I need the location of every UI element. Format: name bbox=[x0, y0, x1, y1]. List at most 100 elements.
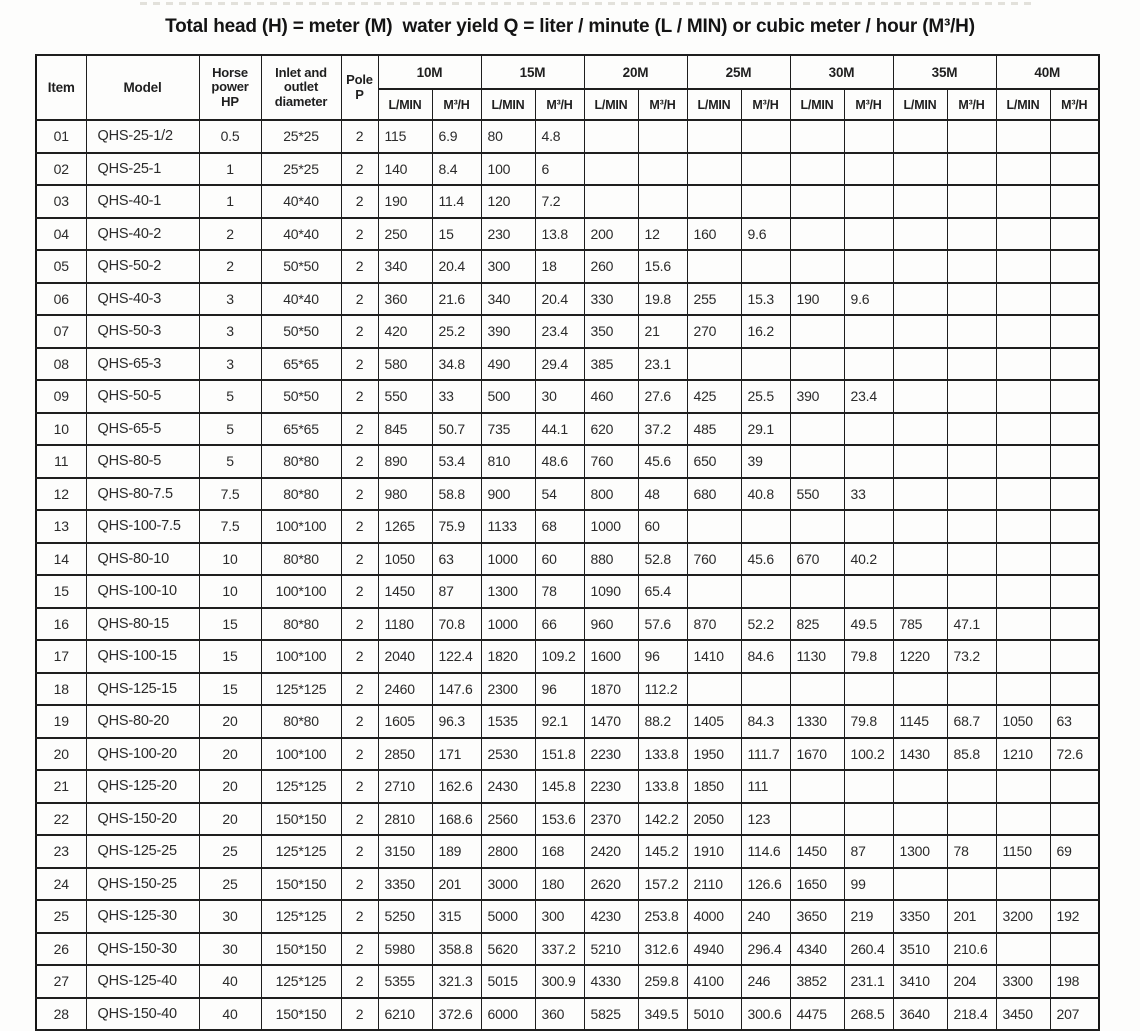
lmin-cell bbox=[686, 574, 742, 609]
m3h-cell: 57.6 bbox=[637, 606, 688, 641]
item-cell: 11 bbox=[35, 444, 87, 479]
lmin-cell: 5980 bbox=[377, 931, 433, 966]
lmin-cell bbox=[892, 346, 948, 381]
lmin-cell: 3350 bbox=[377, 866, 433, 901]
m3h-cell: 9.6 bbox=[740, 216, 791, 251]
inlet-outlet-cell: 100*100 bbox=[260, 736, 342, 771]
subheader-m3h: M³/H bbox=[431, 88, 482, 121]
lmin-cell: 1133 bbox=[480, 509, 536, 544]
m3h-cell: 15.6 bbox=[637, 249, 688, 284]
m3h-cell bbox=[1049, 671, 1100, 706]
item-cell: 05 bbox=[35, 249, 87, 284]
item-cell: 21 bbox=[35, 769, 87, 804]
m3h-cell: 8.4 bbox=[431, 151, 482, 186]
pole-cell: 2 bbox=[340, 671, 379, 706]
page-title: Total head (H) = meter (M) water yield Q… bbox=[165, 16, 975, 37]
lmin-cell bbox=[789, 509, 845, 544]
head-sub-row: L/MIN M³/H L/MIN M³/H L/MIN M³/H L/MIN M³/H L/MI… bbox=[36, 88, 1100, 121]
model-cell: QHS-100-15 bbox=[85, 639, 200, 674]
lmin-cell: 300 bbox=[480, 249, 536, 284]
lmin-cell: 2230 bbox=[583, 736, 639, 771]
col-header-inlet-outlet: Inlet and outlet diameter bbox=[260, 54, 342, 121]
lmin-cell bbox=[686, 151, 742, 186]
m3h-cell: 147.6 bbox=[431, 671, 482, 706]
lmin-cell: 650 bbox=[686, 444, 742, 479]
table-row: 10 QHS-65-5 5 65*65 2 845 50.7 735 44.1 620 37.2 48… bbox=[35, 411, 1100, 446]
table-row: 14 QHS-80-10 10 80*80 2 1050 63 1000 60 880 52.8 76… bbox=[35, 541, 1100, 576]
m3h-cell bbox=[946, 119, 997, 154]
horsepower-cell: 3 bbox=[198, 314, 262, 349]
m3h-cell: 259.8 bbox=[637, 964, 688, 999]
m3h-cell bbox=[1049, 541, 1100, 576]
lmin-cell: 230 bbox=[480, 216, 536, 251]
m3h-cell: 88.2 bbox=[637, 704, 688, 739]
lmin-cell: 2850 bbox=[377, 736, 433, 771]
model-cell: QHS-65-5 bbox=[85, 411, 200, 446]
inlet-outlet-cell: 40*40 bbox=[260, 184, 342, 219]
m3h-cell: 300 bbox=[534, 899, 585, 934]
m3h-cell bbox=[740, 509, 791, 544]
m3h-cell: 23.4 bbox=[534, 314, 585, 349]
lmin-cell: 100 bbox=[480, 151, 536, 186]
m3h-cell: 142.2 bbox=[637, 801, 688, 836]
m3h-cell bbox=[1049, 119, 1100, 154]
lmin-cell: 680 bbox=[686, 476, 742, 511]
table-row: 17 QHS-100-15 15 100*100 2 2040 122.4 1820 109.2… bbox=[35, 639, 1100, 674]
lmin-cell bbox=[995, 119, 1051, 154]
lmin-cell bbox=[892, 314, 948, 349]
lmin-cell: 3640 bbox=[892, 996, 948, 1031]
m3h-cell: 96 bbox=[534, 671, 585, 706]
lmin-cell bbox=[789, 801, 845, 836]
inlet-outlet-cell: 100*100 bbox=[260, 574, 342, 609]
item-cell: 06 bbox=[35, 281, 87, 316]
lmin-cell: 3000 bbox=[480, 866, 536, 901]
lmin-cell bbox=[995, 866, 1051, 901]
m3h-cell bbox=[740, 249, 791, 284]
m3h-cell: 321.3 bbox=[431, 964, 482, 999]
m3h-cell: 168.6 bbox=[431, 801, 482, 836]
m3h-cell: 162.6 bbox=[431, 769, 482, 804]
m3h-cell: 29.4 bbox=[534, 346, 585, 381]
m3h-cell: 189 bbox=[431, 834, 482, 869]
lmin-cell bbox=[789, 216, 845, 251]
lmin-cell: 3300 bbox=[995, 964, 1051, 999]
horsepower-cell: 1 bbox=[198, 151, 262, 186]
lmin-cell: 460 bbox=[583, 379, 639, 414]
pole-cell: 2 bbox=[340, 574, 379, 609]
lmin-cell: 4230 bbox=[583, 899, 639, 934]
pole-cell: 2 bbox=[340, 379, 379, 414]
m3h-cell: 40.8 bbox=[740, 476, 791, 511]
subheader-m3h: M³/H bbox=[843, 88, 894, 121]
lmin-cell: 3200 bbox=[995, 899, 1051, 934]
lmin-cell: 2230 bbox=[583, 769, 639, 804]
m3h-cell: 39 bbox=[740, 444, 791, 479]
pole-cell: 2 bbox=[340, 899, 379, 934]
m3h-cell bbox=[843, 509, 894, 544]
lmin-cell: 2300 bbox=[480, 671, 536, 706]
m3h-cell bbox=[1049, 509, 1100, 544]
lmin-cell bbox=[892, 379, 948, 414]
m3h-cell: 99 bbox=[843, 866, 894, 901]
lmin-cell: 735 bbox=[480, 411, 536, 446]
horsepower-cell: 0.5 bbox=[198, 119, 262, 154]
item-cell: 19 bbox=[35, 704, 87, 739]
pole-cell: 2 bbox=[340, 249, 379, 284]
head-group-40m: 40M bbox=[995, 54, 1100, 90]
lmin-cell: 250 bbox=[377, 216, 433, 251]
m3h-cell bbox=[1049, 444, 1100, 479]
lmin-cell: 5015 bbox=[480, 964, 536, 999]
m3h-cell: 109.2 bbox=[534, 639, 585, 674]
lmin-cell bbox=[892, 671, 948, 706]
lmin-cell: 890 bbox=[377, 444, 433, 479]
m3h-cell: 68 bbox=[534, 509, 585, 544]
horsepower-cell: 30 bbox=[198, 899, 262, 934]
lmin-cell bbox=[892, 216, 948, 251]
m3h-cell bbox=[946, 379, 997, 414]
inlet-outlet-cell: 80*80 bbox=[260, 444, 342, 479]
table-row: 04 QHS-40-2 2 40*40 2 250 15 230 13.8 200 12 160 9.6 bbox=[35, 216, 1100, 251]
lmin-cell: 490 bbox=[480, 346, 536, 381]
item-cell: 23 bbox=[35, 834, 87, 869]
m3h-cell bbox=[843, 574, 894, 609]
m3h-cell: 100.2 bbox=[843, 736, 894, 771]
lmin-cell bbox=[995, 801, 1051, 836]
